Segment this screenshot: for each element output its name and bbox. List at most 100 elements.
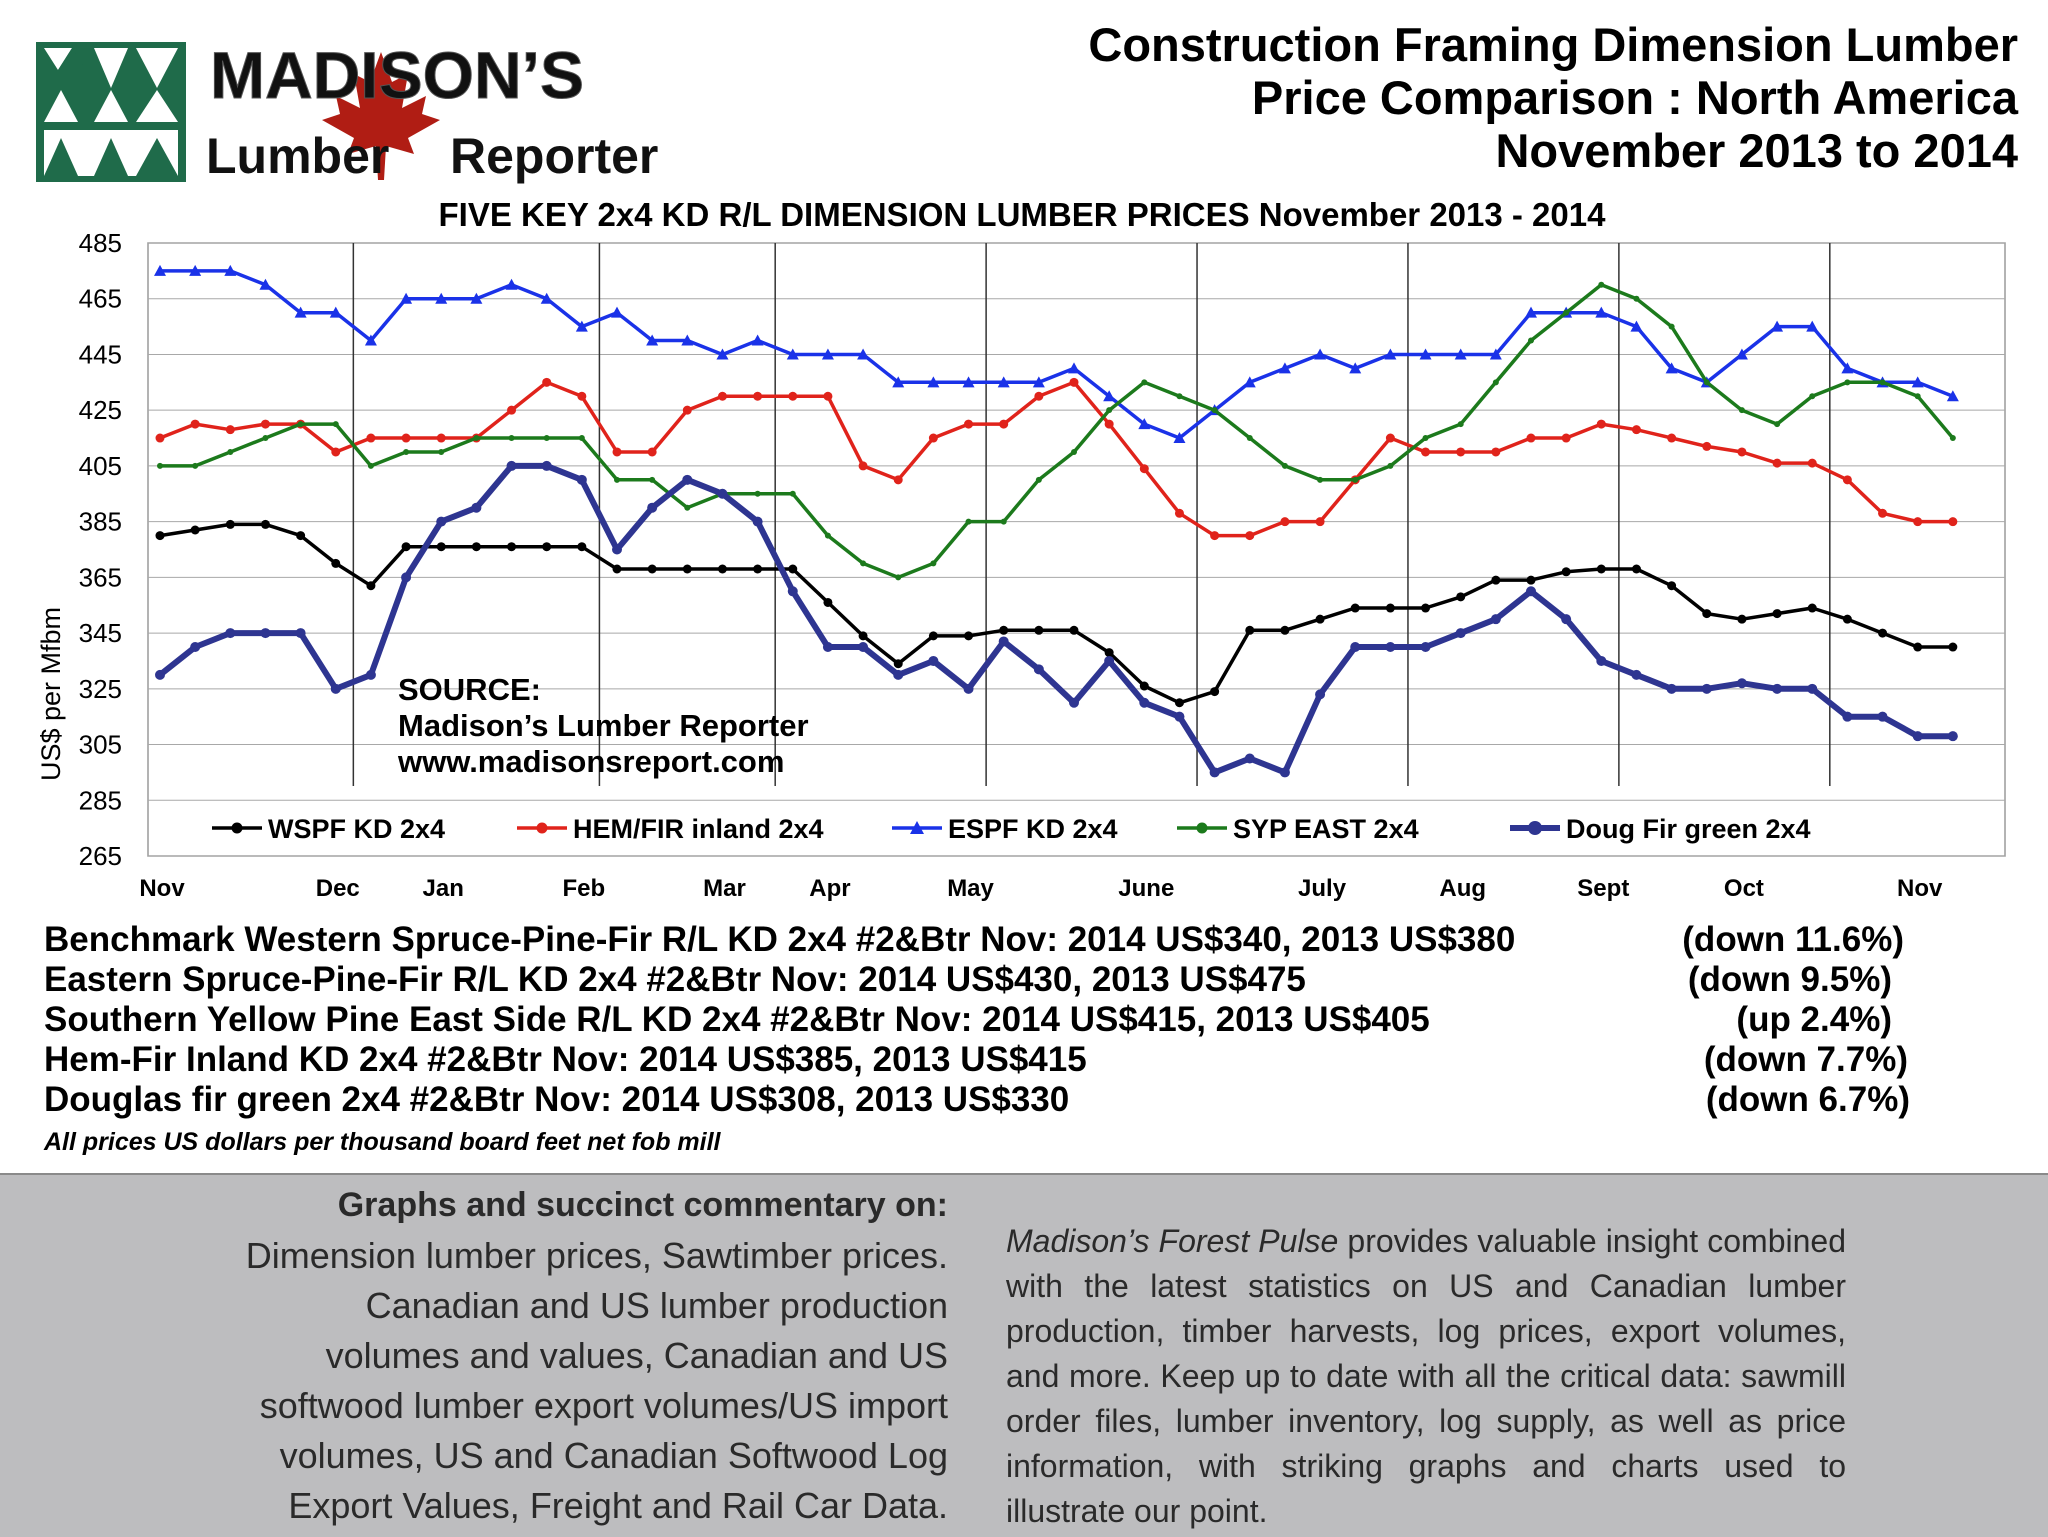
data-point (1071, 448, 1077, 455)
data-point (471, 502, 482, 513)
data-point (857, 348, 870, 360)
data-point (893, 669, 904, 680)
price-note: All prices US dollars per thousand board… (44, 1128, 721, 1156)
x-tick-label: June (1118, 875, 1174, 902)
data-point (1350, 642, 1361, 653)
data-point (1665, 362, 1678, 374)
data-point (1842, 614, 1852, 624)
data-point (1278, 362, 1291, 374)
data-point (542, 542, 552, 552)
x-tick-label: Nov (139, 875, 185, 902)
headline-line2: Price Comparison : North America (1251, 71, 2018, 124)
data-point (1243, 376, 1256, 388)
data-point (614, 476, 620, 483)
x-tick-label: Oct (1724, 875, 1764, 902)
data-point (1877, 711, 1888, 722)
data-point (789, 490, 796, 497)
source-name: Madison’s Lumber Reporter (398, 708, 809, 743)
data-point (895, 574, 902, 581)
data-point (1913, 517, 1923, 527)
data-point (1738, 407, 1745, 414)
data-point (647, 502, 658, 513)
data-point (1419, 348, 1432, 360)
data-point (1245, 625, 1255, 635)
data-point (508, 435, 515, 442)
data-point (1596, 419, 1606, 429)
data-point (1667, 581, 1677, 591)
data-point (1103, 390, 1116, 402)
data-point (576, 474, 587, 485)
data-point (1774, 421, 1781, 428)
promo-line: softwood lumber export volumes/US import (259, 1385, 948, 1426)
data-point (1631, 669, 1642, 680)
data-point (1032, 376, 1045, 388)
logo-name-reporter: Reporter (450, 128, 658, 184)
data-point (681, 334, 694, 346)
chart-title: FIVE KEY 2x4 KD R/L DIMENSION LUMBER PRI… (439, 196, 1607, 233)
data-point (999, 625, 1009, 635)
promo-left-text: Dimension lumber prices, Sawtimber price… (40, 1231, 948, 1531)
data-point (155, 669, 165, 680)
data-point (1772, 683, 1783, 694)
data-point (155, 433, 165, 443)
data-point (998, 636, 1009, 647)
data-point (401, 433, 411, 443)
data-point (157, 462, 163, 469)
data-point (1455, 628, 1466, 639)
data-point (1631, 425, 1641, 435)
data-point (928, 433, 938, 443)
data-point (1491, 447, 1501, 457)
x-tick-label: Aug (1439, 875, 1486, 902)
source-url: www.madisonsreport.com (397, 744, 784, 779)
data-point (259, 278, 272, 290)
y-tick-label: 405 (79, 451, 122, 481)
data-point (1033, 664, 1044, 675)
data-point (612, 544, 622, 555)
data-point (751, 334, 764, 346)
headline: Construction Framing Dimension Lumber Pr… (818, 18, 2018, 177)
y-tick-label: 485 (79, 228, 122, 258)
data-point (543, 435, 550, 442)
data-point (438, 448, 445, 455)
summary-change: (down 7.7%) (1703, 1040, 1908, 1079)
data-point (1807, 683, 1818, 694)
data-point (1736, 678, 1747, 689)
source-label: SOURCE: (398, 672, 541, 707)
data-point (294, 306, 307, 318)
y-axis-label: US$ per Mfbm (36, 607, 66, 781)
x-tick-label: Sept (1577, 875, 1629, 902)
data-point (1349, 362, 1362, 374)
data-point (1702, 609, 1712, 619)
data-point (1454, 348, 1467, 360)
data-point (189, 264, 202, 276)
data-point (1911, 376, 1924, 388)
data-point (1878, 628, 1888, 638)
legend-item: SYP EAST 2x4 (1177, 814, 1419, 844)
data-point (578, 435, 585, 442)
data-point (1809, 393, 1816, 400)
data-point (1528, 337, 1534, 344)
data-point (964, 631, 974, 641)
data-point (1315, 614, 1325, 624)
data-point (1772, 609, 1782, 619)
data-point (1244, 753, 1255, 764)
data-point (401, 542, 411, 552)
data-point (154, 264, 166, 276)
data-point (471, 542, 481, 552)
y-tick-label: 445 (79, 339, 122, 369)
data-point (717, 391, 727, 401)
data-point (1842, 711, 1853, 722)
y-tick-label: 345 (79, 618, 122, 648)
y-tick-label: 265 (79, 841, 122, 871)
data-point (860, 560, 867, 567)
x-tick-label: Nov (1897, 875, 1943, 902)
data-point (1844, 379, 1851, 386)
madisons-logo: MADISON’S Lumber Reporter (36, 30, 696, 190)
data-point (1281, 462, 1288, 469)
legend-marker (536, 822, 548, 834)
data-point (262, 435, 269, 442)
data-point (930, 560, 937, 567)
y-tick-label: 425 (79, 395, 122, 425)
data-point (1702, 441, 1712, 451)
data-point (332, 421, 339, 428)
